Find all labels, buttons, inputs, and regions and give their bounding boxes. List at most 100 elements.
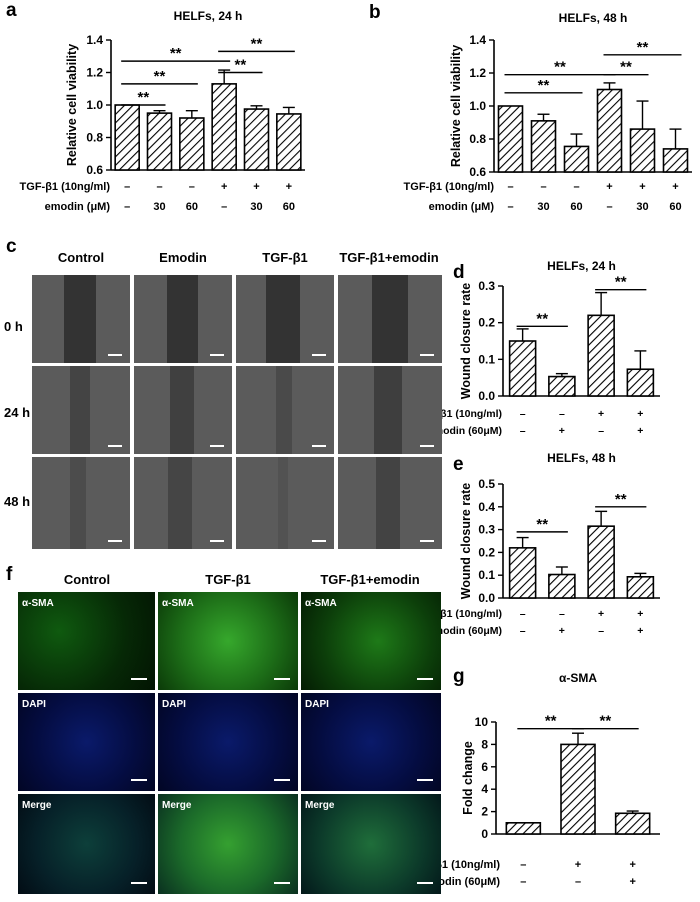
condition-value: +	[637, 625, 643, 637]
significance-label: **	[170, 45, 182, 62]
condition-value: +	[598, 408, 604, 420]
condition-value: 30	[153, 201, 165, 213]
y-tick-label: 1.4	[86, 33, 103, 47]
y-tick-label: 0.0	[478, 389, 495, 403]
significance-label: **	[251, 35, 263, 52]
condition-row-label: emodin (μM)	[45, 201, 111, 213]
significance-label: **	[554, 59, 566, 76]
condition-row-label: emodin (60μM)	[422, 876, 500, 888]
bar	[497, 105, 524, 173]
condition-row-label: emodin (60μM)	[428, 625, 502, 637]
fluor-label: Merge	[305, 800, 335, 811]
chart-d: HELFs, 24 h Wound closure rate 0.0 0.1 0.2 0.…	[416, 259, 660, 437]
y-axis-label: Relative cell viability	[65, 44, 79, 166]
bar	[505, 822, 542, 835]
bar	[626, 575, 655, 599]
condition-value: +	[639, 181, 645, 193]
condition-value: –	[540, 181, 546, 193]
fluor-label: α-SMA	[305, 598, 337, 609]
significance-label: **	[536, 310, 548, 327]
fluor-col-tgf: TGF-β1	[205, 572, 251, 587]
condition-value: 60	[570, 201, 582, 213]
fluor-image-tgf-merge: Merge	[158, 794, 298, 894]
wound-image-tgf-emodin-24h	[338, 366, 442, 454]
wound-image-tgf-48h	[236, 457, 334, 549]
chart-e: HELFs, 48 h Wound closure rate 0.0 0.1 0.2 0.…	[416, 451, 660, 637]
fluor-label: Merge	[22, 800, 52, 811]
fluor-col-control: Control	[63, 572, 111, 587]
wound-col-tgf: TGF-β1	[262, 250, 308, 265]
chart-title: HELFs, 48 h	[547, 451, 616, 465]
condition-value: –	[124, 201, 130, 213]
y-tick-label: 1.4	[469, 33, 486, 47]
condition-value: –	[598, 625, 604, 637]
panel-letter-g: g	[453, 666, 465, 687]
y-tick-label: 0.1	[478, 568, 495, 582]
wound-col-control: Control	[57, 250, 105, 265]
y-tick-label: 6	[481, 760, 488, 774]
panel-letter-b: b	[369, 2, 381, 23]
panel-letter-d: d	[453, 262, 465, 283]
condition-value: +	[253, 181, 259, 193]
wound-image-tgf-emodin-0h	[338, 275, 442, 363]
fluor-label: Merge	[162, 800, 192, 811]
y-axis-label: Wound closure rate	[459, 283, 473, 400]
condition-value: –	[598, 425, 604, 437]
condition-value: +	[286, 181, 292, 193]
condition-value: –	[507, 181, 513, 193]
fluor-image-tgf-emodin-dapi: DAPI	[301, 693, 441, 791]
bar	[243, 108, 270, 171]
bar	[563, 145, 590, 173]
bar	[548, 375, 576, 397]
condition-value: 60	[669, 201, 681, 213]
wound-col-emodin: Emodin	[159, 250, 207, 265]
bar	[662, 148, 689, 173]
condition-value: +	[559, 425, 565, 437]
significance-label: **	[615, 491, 627, 508]
y-tick-label: 0.4	[478, 500, 495, 514]
fluor-image-tgf-emodin-asma: α-SMA	[301, 592, 441, 690]
fluor-image-tgf-dapi: DAPI	[158, 693, 298, 791]
chart-b: HELFs, 48 h Relative cell viability 0.6 0.8…	[404, 11, 692, 213]
y-tick-label: 1.2	[469, 66, 486, 80]
wound-image-control-24h	[32, 366, 130, 454]
wound-row-48h: 48 h	[4, 494, 31, 509]
chart-title: HELFs, 48 h	[559, 11, 628, 25]
condition-value: –	[520, 876, 526, 888]
fluor-label: DAPI	[162, 699, 186, 710]
y-tick-label: 0.2	[478, 545, 495, 559]
wound-image-tgf-0h	[236, 275, 334, 363]
panel-letter-f: f	[6, 564, 13, 585]
bar	[276, 113, 302, 171]
wound-row-0h: 0 h	[4, 319, 23, 334]
condition-value: 30	[250, 201, 262, 213]
condition-row-label: TGF-β1 (10ng/ml)	[404, 181, 495, 193]
fluor-label: DAPI	[22, 699, 46, 710]
bar	[587, 314, 615, 397]
y-axis-label: Relative cell viability	[449, 45, 463, 167]
condition-value: +	[575, 859, 581, 871]
bar	[211, 83, 237, 171]
significance-label: **	[538, 77, 550, 94]
bar	[508, 547, 537, 599]
condition-value: +	[606, 181, 612, 193]
y-tick-label: 8	[481, 737, 488, 751]
condition-value: +	[629, 859, 635, 871]
bar	[508, 340, 537, 397]
y-tick-label: 10	[475, 715, 489, 729]
condition-value: 30	[636, 201, 648, 213]
fluor-label: α-SMA	[162, 598, 194, 609]
significance-label: **	[620, 59, 632, 76]
y-tick-label: 1.0	[86, 98, 103, 112]
bar	[614, 812, 651, 835]
significance-label: **	[234, 57, 246, 74]
condition-value: –	[559, 408, 565, 420]
condition-value: 60	[186, 201, 198, 213]
significance-label: **	[545, 713, 557, 730]
y-tick-label: 0.8	[86, 131, 103, 145]
wound-image-emodin-24h	[134, 366, 232, 454]
wound-image-control-48h	[32, 457, 130, 549]
condition-value: +	[637, 425, 643, 437]
significance-label: **	[599, 713, 611, 730]
